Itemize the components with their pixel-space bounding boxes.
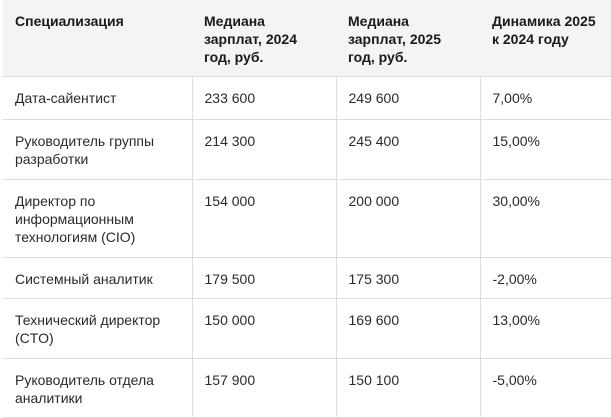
cell-median-2024: 233 600 bbox=[191, 76, 337, 120]
cell-median-2024: 150 000 bbox=[191, 298, 337, 359]
cell-median-2025: 249 600 bbox=[335, 76, 481, 120]
cell-dynamics: 13,00% bbox=[479, 298, 611, 359]
header-row: Специализация Медиана зарплат, 2024 год,… bbox=[3, 0, 611, 77]
cell-median-2024: 214 300 bbox=[191, 119, 337, 180]
cell-median-2024: 157 900 bbox=[191, 358, 337, 418]
cell-median-2025: 200 000 bbox=[335, 179, 481, 258]
cell-median-2025: 175 300 bbox=[335, 257, 481, 299]
cell-specialization: Директор по информационным технологиям (… bbox=[3, 179, 193, 258]
cell-dynamics: 15,00% bbox=[479, 119, 611, 180]
cell-specialization: Руководитель отдела аналитики bbox=[3, 358, 193, 418]
cell-dynamics: 30,00% bbox=[479, 179, 611, 258]
cell-specialization: Системный аналитик bbox=[3, 257, 193, 299]
salary-table: Специализация Медиана зарплат, 2024 год,… bbox=[3, 0, 611, 418]
cell-median-2024: 179 500 bbox=[191, 257, 337, 299]
cell-dynamics: -5,00% bbox=[479, 358, 611, 418]
table-row: Технический директор (CTO) 150 000 169 6… bbox=[3, 298, 611, 359]
cell-median-2024: 154 000 bbox=[191, 179, 337, 258]
table-row: Системный аналитик 179 500 175 300 -2,00… bbox=[3, 257, 611, 299]
table-row: Руководитель отдела аналитики 157 900 15… bbox=[3, 358, 611, 418]
cell-dynamics: -2,00% bbox=[479, 257, 611, 299]
cell-specialization: Технический директор (CTO) bbox=[3, 298, 193, 359]
cell-dynamics: 7,00% bbox=[479, 76, 611, 120]
header-dynamics: Динамика 2025 к 2024 году bbox=[480, 0, 611, 77]
cell-specialization: Руководитель группы разработки bbox=[3, 119, 193, 180]
cell-median-2025: 245 400 bbox=[335, 119, 481, 180]
cell-median-2025: 169 600 bbox=[335, 298, 481, 359]
cell-median-2025: 150 100 bbox=[335, 358, 481, 418]
cell-specialization: Дата-сайентист bbox=[3, 76, 193, 120]
table-row: Руководитель группы разработки 214 300 2… bbox=[3, 119, 611, 180]
header-median-2024: Медиана зарплат, 2024 год, руб. bbox=[192, 0, 336, 77]
header-specialization: Специализация bbox=[3, 0, 192, 77]
header-median-2025: Медиана зарплат, 2025 год, руб. bbox=[336, 0, 480, 77]
table-row: Дата-сайентист 233 600 249 600 7,00% bbox=[3, 76, 611, 120]
table-row: Директор по информационным технологиям (… bbox=[3, 179, 611, 258]
